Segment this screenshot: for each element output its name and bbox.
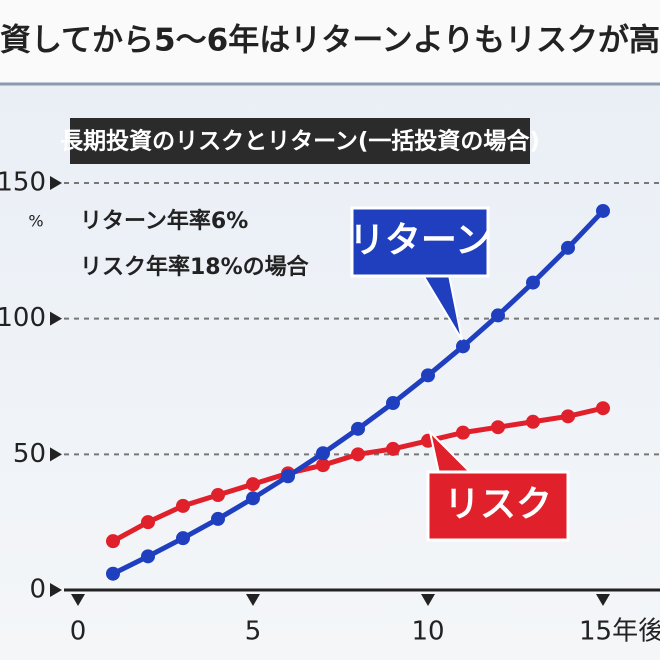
legend-box [350,206,490,278]
tick-mark [50,447,62,462]
y-tick-label: 50 [13,439,46,469]
data-point [421,368,435,383]
data-point [456,425,470,440]
tick-mark [50,311,62,326]
annotation: リスク年率18%の場合 [80,254,310,280]
data-point [491,308,505,323]
chart-title: 投資してから5〜6年はリターンよりもリスクが高い [0,23,660,59]
data-point [596,203,610,218]
data-point [561,240,575,255]
data-point [316,446,330,461]
data-point [141,549,155,564]
data-point [211,488,225,503]
data-point [491,420,505,435]
y-unit: % [28,212,43,231]
data-point [176,531,190,546]
data-point [176,498,190,513]
data-point [526,275,540,290]
legend-box [426,470,570,542]
y-tick-label: 150 [0,168,46,198]
tick-mark [71,594,85,606]
y-tick-label: 0 [29,575,46,605]
data-point [211,511,225,526]
x-tick-label: 0 [70,617,87,647]
data-point [386,441,400,456]
legend-label: リターン [349,220,491,261]
subtitle: 長期投資のリスクとリターン(一括投資の場合) [60,128,540,155]
x-tick-label: 5 [245,617,262,647]
tick-mark [596,594,610,606]
subtitle-box [70,118,530,164]
data-point [281,469,295,484]
legend-label: リスク [444,484,552,525]
data-point [351,447,365,462]
data-point [246,477,260,492]
data-point [526,414,540,429]
annotation: リターン年率6% [80,208,248,234]
title-banner [0,0,660,84]
x-tick-label: 10 [411,617,444,647]
data-point [316,458,330,473]
tick-mark [421,594,435,606]
data-point [106,534,120,549]
data-point [106,566,120,581]
tick-mark [246,594,260,606]
data-point [596,401,610,416]
data-point [141,515,155,530]
x-tick-label: 15年後 [579,617,660,647]
y-tick-label: 100 [0,303,46,333]
tick-mark [50,176,62,190]
data-point [456,339,470,354]
data-point [561,409,575,424]
data-point [351,421,365,436]
data-point [246,491,260,506]
tick-mark [50,583,62,597]
data-point [386,396,400,411]
